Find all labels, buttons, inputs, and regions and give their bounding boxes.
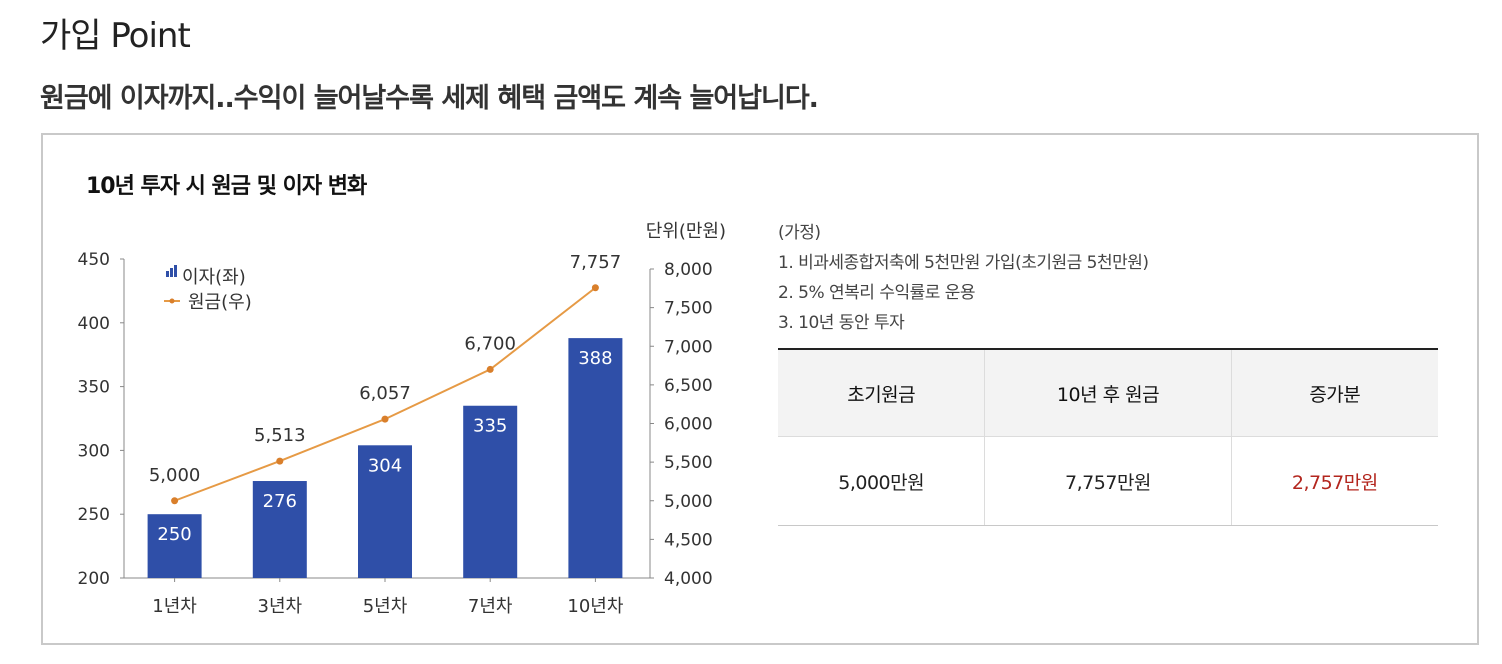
interest-bar: [147, 514, 202, 578]
principal-point: [171, 497, 179, 505]
notes-heading: (가정): [778, 223, 821, 243]
right-axis-tick-label: 7,500: [664, 299, 713, 319]
principal-value-label: 5,513: [254, 425, 306, 446]
interest-bar: [358, 445, 412, 578]
principal-value-label: 5,000: [149, 465, 201, 486]
line-legend-icon: [169, 298, 175, 304]
header-increase: 증가분: [1230, 348, 1438, 437]
right-axis-tick-label: 8,000: [664, 260, 713, 280]
legend-label: 원금(우): [188, 292, 252, 313]
left-axis-tick-label: 450: [78, 250, 110, 270]
principal-point: [381, 415, 389, 423]
notes-item: 1. 비과세종합저축에 5천만원 가입(초기원금 5천만원): [778, 253, 1149, 273]
x-axis-category-label: 5년차: [363, 596, 408, 617]
cell-increase: 2,757만원: [1230, 436, 1438, 526]
summary-header-row: 초기원금 10년 후 원금 증가분: [778, 348, 1438, 437]
left-axis-tick-label: 400: [78, 314, 110, 334]
interest-bar-label: 250: [157, 524, 191, 545]
cell-initial-principal: 5,000만원: [778, 436, 985, 526]
summary-data-row: 5,000만원 7,757만원 2,757만원: [778, 436, 1438, 526]
left-axis-tick-label: 200: [78, 569, 110, 589]
left-axis-tick-label: 350: [78, 378, 110, 398]
header-initial-principal: 초기원금: [778, 348, 985, 437]
right-axis-tick-label: 6,000: [664, 415, 713, 435]
right-axis-tick-label: 4,000: [664, 569, 713, 589]
interest-bar: [463, 405, 518, 578]
unit-label: 단위(만원): [646, 221, 726, 242]
x-axis-category-label: 3년차: [258, 596, 303, 617]
assumptions-notes: (가정) 1. 비과세종합저축에 5천만원 가입(초기원금 5천만원) 2. 5…: [778, 218, 1149, 338]
left-axis-tick-label: 250: [78, 505, 110, 525]
page-subtitle: 원금에 이자까지..수익이 늘어날수록 세제 혜택 금액도 계속 늘어납니다.: [40, 83, 819, 114]
notes-item: 2. 5% 연복리 수익률로 운용: [778, 283, 976, 303]
right-axis-tick-label: 7,000: [664, 337, 713, 357]
principal-interest-chart: 200 250 300 350 400 450 4,000 4,500 5,000 5,500 6,…: [78, 221, 726, 617]
x-axis-category-label: 1년차: [152, 596, 197, 617]
principal-point: [591, 284, 599, 292]
right-axis-tick-label: 6,500: [664, 376, 713, 396]
cell-principal-after-10y: 7,757만원: [984, 436, 1232, 526]
interest-bar-label: 276: [263, 491, 297, 512]
notes-item: 3. 10년 동안 투자: [778, 313, 905, 333]
interest-bar-label: 335: [473, 416, 507, 437]
principal-value-label: 6,700: [464, 333, 516, 354]
x-axis-category-label: 7년차: [468, 596, 513, 617]
bar-chart-icon: [166, 271, 169, 277]
principal-point: [486, 365, 494, 373]
right-axis-tick-label: 4,500: [664, 530, 713, 550]
principal-value-label: 7,757: [570, 252, 622, 273]
bar-chart-icon: [174, 265, 177, 277]
interest-bar: [568, 338, 623, 578]
right-axis-tick-label: 5,500: [664, 453, 713, 473]
legend-label: 이자(좌): [182, 267, 246, 288]
right-axis-tick-label: 5,000: [664, 492, 713, 512]
page-title: 가입 Point: [40, 16, 191, 56]
bar-chart-icon: [170, 268, 173, 277]
x-axis-category-label: 10년차: [567, 596, 623, 617]
left-axis-tick-label: 300: [78, 441, 110, 461]
interest-bar-label: 388: [578, 348, 612, 369]
summary-table: 초기원금 10년 후 원금 증가분 5,000만원 7,757만원 2,757만…: [778, 348, 1438, 526]
interest-bar-label: 304: [368, 455, 402, 476]
header-principal-after-10y: 10년 후 원금: [984, 348, 1232, 437]
interest-bar: [252, 481, 307, 578]
principal-point: [276, 457, 284, 465]
principal-value-label: 6,057: [359, 383, 411, 404]
chart-title: 10년 투자 시 원금 및 이자 변화: [86, 174, 367, 199]
